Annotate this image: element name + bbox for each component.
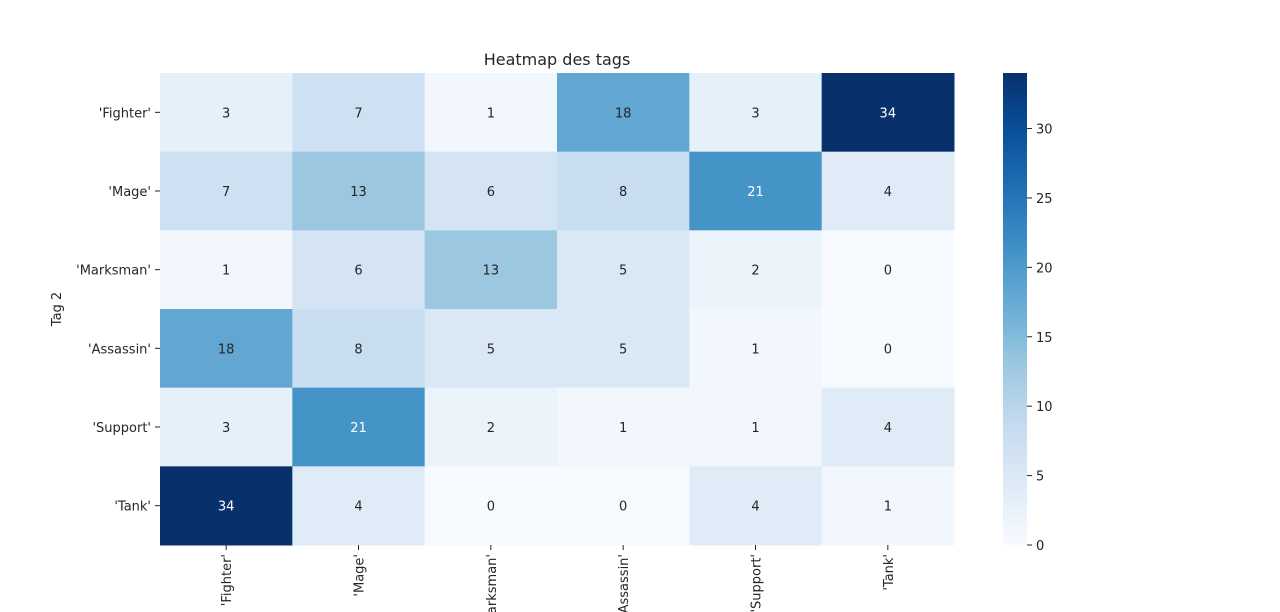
heatmap-cell: [689, 309, 823, 389]
cell-value-label: 0: [487, 500, 495, 515]
heatmap-cell: [424, 73, 558, 153]
heatmap-cell: [292, 387, 426, 467]
heatmap-cell: [160, 387, 293, 467]
heatmap-cell: [821, 387, 955, 467]
colorbar-tick-label: 15: [1036, 331, 1053, 346]
heatmap-cell: [689, 230, 823, 310]
heatmap-cell: [557, 466, 690, 546]
cell-value-label: 3: [222, 106, 230, 121]
colorbar-tick-label: 0: [1036, 539, 1044, 554]
heatmap-cell: [557, 230, 690, 310]
heatmap-cell: [292, 73, 426, 153]
cell-value-label: 3: [751, 106, 759, 121]
cell-value-label: 1: [751, 421, 759, 436]
cell-value-label: 4: [751, 500, 759, 515]
cell-value-label: 21: [350, 421, 367, 436]
cell-value-label: 18: [218, 342, 235, 357]
cell-value-label: 6: [354, 264, 362, 279]
y-tick-label: 'Tank': [114, 500, 151, 515]
heatmap-cell: [160, 230, 293, 310]
x-tick-label: 'Fighter': [220, 554, 235, 606]
cell-value-label: 1: [884, 500, 892, 515]
x-tick-label: 'Assassin': [617, 554, 632, 612]
heatmap-cell: [292, 309, 426, 389]
heatmap-cell: [160, 309, 293, 389]
colorbar: 0 5 10 15 20 25 30: [1003, 73, 1053, 554]
heatmap-cell: [424, 151, 558, 231]
cell-value-label: 7: [222, 185, 230, 200]
cell-value-label: 3: [222, 421, 230, 436]
colorbar-tick-label: 10: [1036, 400, 1053, 415]
x-tick-label: 'Support': [750, 554, 765, 612]
colorbar-tick-label: 20: [1036, 261, 1053, 276]
heatmap-cell: [821, 309, 955, 389]
heatmap-cell: [292, 151, 426, 231]
y-tick-label: 'Fighter': [99, 106, 151, 121]
x-tick-label: 'Mage': [353, 554, 368, 597]
cell-value-label: 18: [615, 106, 632, 121]
cell-value-label: 34: [218, 500, 235, 515]
heatmap-cells: 3 7 1 18 3 347 13 6 8 21 41 6 13 5 2 018 8 5 5 1 03 21 2 1 1 434 4…: [160, 73, 955, 546]
cell-value-label: 4: [884, 185, 892, 200]
cell-value-label: 1: [751, 342, 759, 357]
y-tick-label: 'Mage': [108, 185, 151, 200]
heatmap-cell: [821, 230, 955, 310]
colorbar-tick-label: 5: [1036, 470, 1044, 485]
heatmap-cell: [557, 73, 690, 153]
x-tick-labels: 'Fighter' 'Mage' 'Marksman' 'Assassin' 'Supp…: [220, 545, 897, 612]
cell-value-label: 5: [619, 264, 627, 279]
cell-value-label: 4: [354, 500, 362, 515]
heatmap-cell: [689, 151, 823, 231]
colorbar-tick-label: 25: [1036, 192, 1053, 207]
cell-value-label: 7: [354, 106, 362, 121]
y-tick-label: 'Assassin': [88, 342, 151, 357]
cell-value-label: 21: [747, 185, 764, 200]
x-tick-label: 'Marksman': [485, 554, 500, 612]
cell-value-label: 1: [487, 106, 495, 121]
y-tick-labels: 'Fighter' 'Mage' 'Marksman' 'Assassin' 'Supp…: [76, 106, 160, 515]
y-axis-label: Tag 2: [50, 292, 65, 327]
cell-value-label: 34: [880, 106, 897, 121]
cell-value-label: 4: [884, 421, 892, 436]
cell-value-label: 6: [487, 185, 495, 200]
heatmap-cell: [292, 466, 426, 546]
heatmap-cell: [160, 73, 293, 153]
heatmap-cell: [689, 73, 823, 153]
cell-value-label: 5: [487, 342, 495, 357]
heatmap-cell: [557, 309, 690, 389]
heatmap-cell: [557, 151, 690, 231]
heatmap-cell: [160, 466, 293, 546]
cell-value-label: 5: [619, 342, 627, 357]
colorbar-tick-label: 30: [1036, 123, 1053, 138]
cell-value-label: 0: [619, 500, 627, 515]
heatmap-cell: [557, 387, 690, 467]
cell-value-label: 2: [487, 421, 495, 436]
y-tick-label: 'Support': [92, 421, 151, 436]
heatmap-cell: [821, 466, 955, 546]
heatmap-cell: [160, 151, 293, 231]
cell-value-label: 1: [619, 421, 627, 436]
heatmap-cell: [689, 387, 823, 467]
heatmap-cell: [424, 466, 558, 546]
heatmap-cell: [689, 466, 823, 546]
cell-value-label: 8: [619, 185, 627, 200]
x-tick-label: 'Tank': [882, 554, 897, 591]
heatmap-cell: [821, 73, 955, 153]
heatmap-cell: [821, 151, 955, 231]
cell-value-label: 1: [222, 264, 230, 279]
cell-value-label: 13: [350, 185, 367, 200]
heatmap-cell: [424, 230, 558, 310]
colorbar-gradient: [1003, 73, 1027, 545]
cell-value-label: 0: [884, 342, 892, 357]
cell-value-label: 2: [751, 264, 759, 279]
heatmap-cell: [424, 309, 558, 389]
y-tick-label: 'Marksman': [76, 264, 151, 279]
heatmap-cell: [292, 230, 426, 310]
chart-title: Heatmap des tags: [484, 50, 631, 69]
heatmap-cell: [424, 387, 558, 467]
cell-value-label: 13: [483, 264, 500, 279]
cell-value-label: 0: [884, 264, 892, 279]
cell-value-label: 8: [354, 342, 362, 357]
